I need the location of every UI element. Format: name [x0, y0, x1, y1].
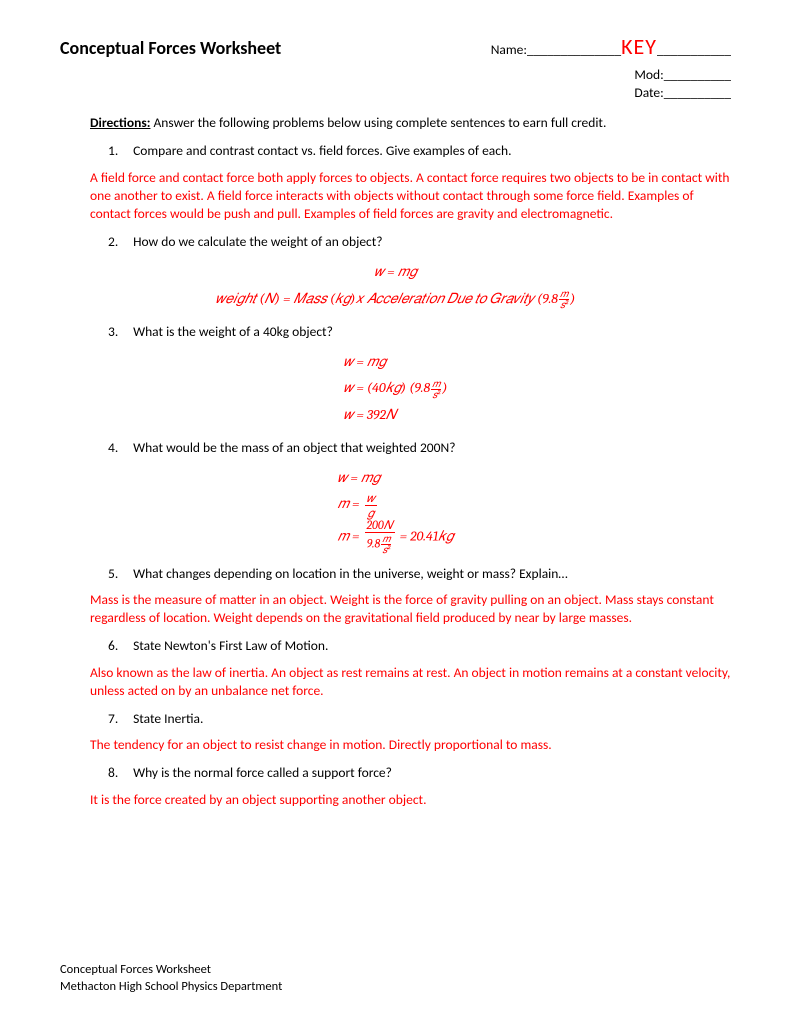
q4-text: What would be the mass of an object that…: [133, 439, 455, 456]
q4-number: 4.: [108, 439, 130, 457]
q7-text: State Inertia.: [133, 710, 203, 727]
eq4-den-a: 9.8: [367, 536, 381, 550]
eq3-line2-b: ): [442, 379, 447, 396]
q1-text: Compare and contrast contact vs. field f…: [133, 142, 511, 159]
eq4-line1: 𝑤 = 𝑚𝑔: [338, 469, 380, 486]
eq4-line2-a: 𝑚 =: [338, 495, 363, 512]
question-1: 1. Compare and contrast contact vs. fiel…: [108, 142, 731, 160]
eq4-line3-a: 𝑚 =: [338, 527, 363, 544]
fraction-denominator: 𝑠²: [431, 390, 441, 400]
question-3: 3. What is the weight of a 40kg object?: [108, 323, 731, 341]
header-row: Conceptual Forces Worksheet Name:_______…: [60, 32, 731, 62]
answer-1: A field force and contact force both app…: [90, 169, 731, 224]
answer-4-equations: 𝑤 = 𝑚𝑔 𝑚 = 𝑤𝑔 𝑚 = 200𝑁9.8𝑚𝑠² = 20.41𝑘𝑔: [60, 465, 731, 555]
answer-key-label: KEY: [621, 33, 657, 60]
eq2-line1: 𝑤 = 𝑚𝑔: [374, 263, 416, 280]
footer-line1: Conceptual Forces Worksheet: [60, 962, 211, 977]
directions-block: Directions: Answer the following problem…: [90, 114, 731, 132]
eq2-line2-b: ): [570, 290, 575, 307]
q7-number: 7.: [108, 710, 130, 728]
directions-label: Directions:: [90, 114, 150, 131]
name-label: Name:: [491, 41, 527, 58]
name-line-after: ___________: [657, 41, 731, 58]
date-label: Date:__________: [634, 84, 731, 101]
name-field-block: Name:______________KEY___________: [491, 32, 731, 62]
worksheet-page: Conceptual Forces Worksheet Name:_______…: [0, 0, 791, 1024]
eq3-line3: 𝑤 = 392𝑁: [343, 406, 396, 423]
fraction-denominator: 𝑔: [365, 506, 377, 519]
fraction-denominator: 9.8𝑚𝑠²: [365, 533, 395, 555]
eq4-fraction-wg: 𝑤𝑔: [365, 492, 377, 519]
eq2-line2-a: 𝑤𝑒𝑖𝑔ℎ𝑡 (𝑁) = 𝑀𝑎𝑠𝑠 (𝑘𝑔)𝑥 𝐴𝑐𝑐𝑒𝑙𝑒𝑟𝑎𝑡𝑖𝑜𝑛 𝐷𝑢𝑒…: [216, 290, 558, 307]
fraction-denominator: 𝑠²: [381, 545, 391, 555]
q5-text: What changes depending on location in th…: [133, 565, 568, 582]
eq4-line3-b: = 20.41𝑘𝑔: [397, 527, 454, 544]
question-7: 7. State Inertia.: [108, 710, 731, 728]
q3-text: What is the weight of a 40kg object?: [133, 323, 333, 340]
fraction-numerator: 200𝑁: [365, 519, 395, 533]
fraction-denominator: 𝑠²: [559, 300, 569, 310]
question-5: 5. What changes depending on location in…: [108, 565, 731, 583]
q8-number: 8.: [108, 764, 130, 782]
directions-text: Answer the following problems below usin…: [150, 114, 606, 131]
question-4: 4. What would be the mass of an object t…: [108, 439, 731, 457]
name-line-before: ______________: [527, 41, 621, 58]
fraction-numerator: 𝑤: [365, 492, 377, 506]
eq4-block: 𝑤 = 𝑚𝑔 𝑚 = 𝑤𝑔 𝑚 = 200𝑁9.8𝑚𝑠² = 20.41𝑘𝑔: [338, 465, 454, 555]
eq3-block: 𝑤 = 𝑚𝑔 𝑤 = (40𝑘𝑔) (9.8𝑚𝑠²) 𝑤 = 392𝑁: [343, 349, 447, 429]
answer-7: The tendency for an object to resist cha…: [90, 736, 731, 754]
eq3-line2-a: 𝑤 = (40𝑘𝑔) (9.8: [343, 379, 430, 396]
q6-number: 6.: [108, 637, 130, 655]
page-title: Conceptual Forces Worksheet: [60, 36, 281, 60]
question-8: 8. Why is the normal force called a supp…: [108, 764, 731, 782]
eq3-fraction: 𝑚𝑠²: [431, 379, 441, 400]
answer-2-equations: 𝑤 = 𝑚𝑔 𝑤𝑒𝑖𝑔ℎ𝑡 (𝑁) = 𝑀𝑎𝑠𝑠 (𝑘𝑔)𝑥 𝐴𝑐𝑐𝑒𝑙𝑒𝑟𝑎𝑡…: [60, 259, 731, 312]
mod-label: Mod:__________: [634, 66, 731, 83]
eq4-nested-fraction: 𝑚𝑠²: [381, 534, 391, 555]
eq2-fraction: 𝑚𝑠²: [559, 289, 569, 310]
q8-text: Why is the normal force called a support…: [133, 764, 392, 781]
eq4-fraction-main: 200𝑁9.8𝑚𝑠²: [365, 519, 395, 555]
answer-8: It is the force created by an object sup…: [90, 791, 731, 809]
q2-text: How do we calculate the weight of an obj…: [133, 233, 382, 250]
mod-date-block: Mod:__________ Date:__________: [60, 66, 731, 102]
q6-text: State Newton's First Law of Motion.: [133, 637, 328, 654]
q5-number: 5.: [108, 565, 130, 583]
q1-number: 1.: [108, 142, 130, 160]
answer-3-equations: 𝑤 = 𝑚𝑔 𝑤 = (40𝑘𝑔) (9.8𝑚𝑠²) 𝑤 = 392𝑁: [60, 349, 731, 429]
page-footer: Conceptual Forces Worksheet Methacton Hi…: [60, 962, 282, 996]
q2-number: 2.: [108, 233, 130, 251]
question-6: 6. State Newton's First Law of Motion.: [108, 637, 731, 655]
answer-6: Also known as the law of inertia. An obj…: [90, 664, 731, 700]
question-2: 2. How do we calculate the weight of an …: [108, 233, 731, 251]
eq3-line1: 𝑤 = 𝑚𝑔: [343, 353, 385, 370]
footer-line2: Methacton High School Physics Department: [60, 979, 282, 994]
answer-5: Mass is the measure of matter in an obje…: [90, 591, 731, 627]
q3-number: 3.: [108, 323, 130, 341]
